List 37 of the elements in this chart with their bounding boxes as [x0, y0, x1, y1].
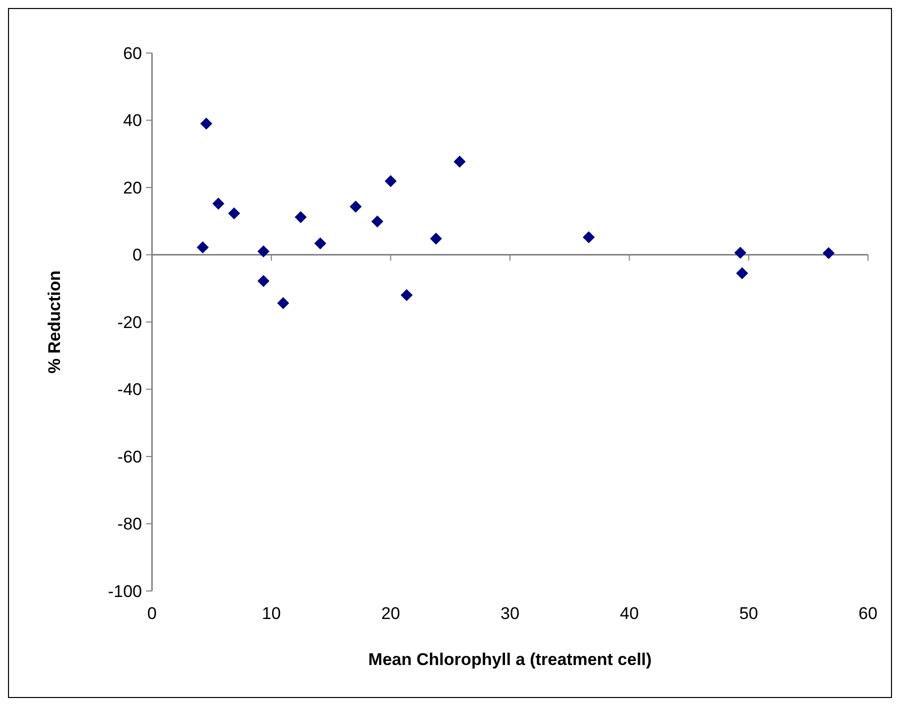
- point: [200, 118, 212, 130]
- x-tick-label: 50: [739, 604, 758, 623]
- point: [257, 245, 270, 258]
- x-tick-label: 0: [147, 604, 157, 623]
- y-tick-label: -100: [108, 582, 142, 601]
- x-tick-label: 30: [500, 604, 520, 623]
- y-tick-label: 40: [123, 111, 142, 130]
- point: [430, 232, 442, 245]
- x-tick-label: 10: [262, 604, 281, 623]
- y-tick-label: -80: [117, 514, 142, 534]
- x-tick-label: 40: [620, 604, 639, 623]
- point: [212, 198, 224, 210]
- y-axis-title: % Reduction: [45, 270, 64, 374]
- y-tick-label: -60: [117, 447, 142, 466]
- x-tick-label: 60: [858, 604, 878, 623]
- point: [294, 211, 307, 224]
- y-tick-label: -20: [117, 312, 142, 332]
- y-tick-label: -40: [117, 380, 142, 400]
- x-tick-label: 20: [381, 604, 400, 623]
- point: [257, 274, 270, 287]
- point: [582, 231, 595, 244]
- point: [350, 200, 362, 213]
- point: [822, 247, 835, 260]
- y-tick-label: 0: [132, 246, 142, 265]
- y-tick-label: 20: [123, 178, 142, 198]
- point: [736, 267, 748, 280]
- point: [196, 241, 209, 254]
- point: [400, 289, 413, 302]
- point: [314, 237, 326, 250]
- point: [371, 215, 384, 228]
- point: [454, 156, 466, 168]
- point: [384, 175, 397, 188]
- point: [734, 246, 746, 259]
- y-tick-label: 60: [123, 44, 142, 63]
- x-axis-title: Mean Chlorophyll a (treatment cell): [368, 650, 652, 669]
- point: [277, 297, 290, 310]
- point: [228, 207, 240, 220]
